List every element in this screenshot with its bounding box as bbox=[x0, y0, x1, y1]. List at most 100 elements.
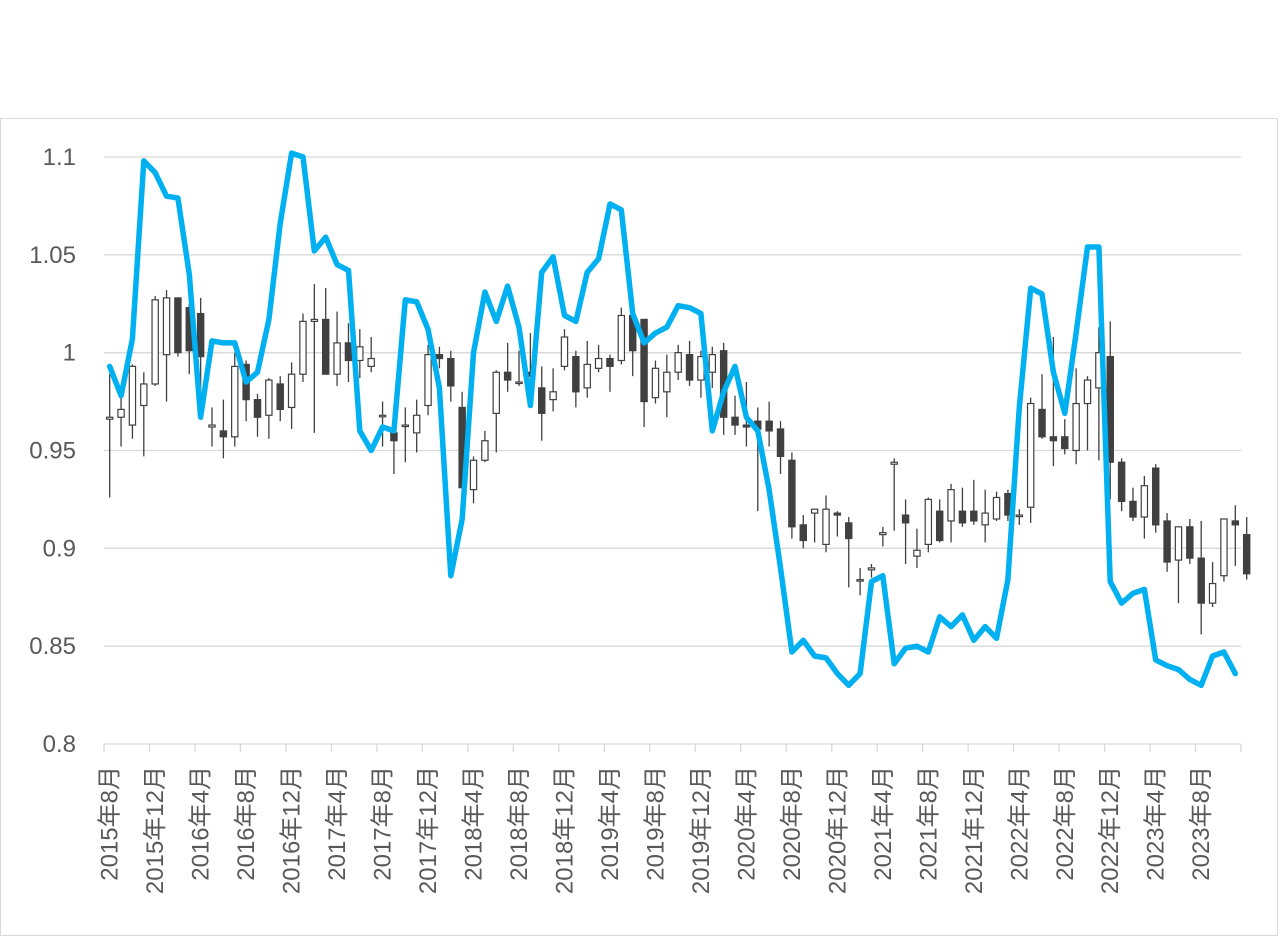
x-tick-label: 2016年8月 bbox=[233, 766, 260, 881]
candle bbox=[810, 508, 819, 543]
y-tick-label: 0.95 bbox=[29, 438, 76, 465]
candle-body bbox=[390, 432, 398, 442]
x-tick-label: 2017年8月 bbox=[370, 766, 397, 881]
candle-body bbox=[151, 299, 159, 385]
candle-body bbox=[265, 379, 273, 416]
candle-body bbox=[924, 498, 933, 546]
x-tick-label: 2020年4月 bbox=[733, 766, 760, 881]
candle-body bbox=[1049, 436, 1058, 442]
candle-body bbox=[1186, 526, 1194, 559]
candle-body bbox=[970, 510, 978, 522]
candle bbox=[1186, 518, 1194, 564]
candle-body bbox=[947, 489, 955, 522]
candle-body bbox=[321, 318, 330, 375]
candle-body bbox=[1163, 520, 1171, 563]
candle-body bbox=[424, 354, 432, 407]
candle bbox=[924, 497, 933, 553]
x-tick-label: 2022年8月 bbox=[1052, 766, 1079, 881]
candle bbox=[754, 407, 762, 512]
chart-frame bbox=[0, 118, 1278, 936]
candle bbox=[1197, 520, 1205, 635]
candle bbox=[378, 401, 387, 447]
candle bbox=[151, 295, 159, 386]
candle bbox=[219, 399, 228, 459]
candle-body bbox=[1038, 408, 1046, 438]
candle-body bbox=[276, 383, 284, 411]
candle bbox=[935, 499, 944, 543]
candle bbox=[583, 340, 591, 398]
candle-body bbox=[1129, 500, 1137, 518]
candle bbox=[981, 489, 989, 543]
candle bbox=[788, 452, 796, 539]
candle bbox=[1242, 517, 1251, 580]
x-axis-tick-labels: 2015年8月 2015年12月 2016年4月 2016年8月 2016年12月 201… bbox=[97, 766, 1216, 894]
candle-body bbox=[253, 399, 262, 418]
candle bbox=[958, 487, 967, 527]
x-axis bbox=[103, 743, 1242, 752]
candle bbox=[174, 297, 182, 357]
candle bbox=[1174, 526, 1183, 604]
candle bbox=[913, 528, 921, 568]
x-tick-label: 2016年4月 bbox=[188, 766, 215, 881]
candle bbox=[1151, 464, 1160, 533]
candle bbox=[310, 284, 319, 433]
candle-body bbox=[560, 336, 569, 367]
candle-body bbox=[1140, 485, 1149, 518]
x-tick-label: 2016年12月 bbox=[279, 766, 306, 894]
candle bbox=[1231, 505, 1240, 566]
x-tick-label: 2022年12月 bbox=[1097, 766, 1124, 894]
candle-body bbox=[674, 352, 682, 373]
candle-body bbox=[640, 318, 648, 403]
x-tick-label: 2015年8月 bbox=[97, 766, 124, 881]
candle-body bbox=[1061, 436, 1069, 450]
candle-body bbox=[856, 579, 864, 582]
candle bbox=[640, 318, 648, 428]
y-tick-label: 0.9 bbox=[43, 535, 76, 562]
x-tick-label: 2017年4月 bbox=[324, 766, 351, 881]
candle bbox=[572, 350, 580, 408]
candle-body bbox=[105, 416, 114, 420]
candle-body bbox=[583, 363, 591, 389]
candle-body bbox=[799, 524, 807, 542]
candle bbox=[833, 511, 842, 537]
candle-body bbox=[128, 365, 137, 426]
x-tick-label: 2021年12月 bbox=[961, 766, 988, 894]
candle bbox=[651, 360, 660, 404]
candle bbox=[1038, 374, 1046, 439]
candle bbox=[128, 364, 137, 439]
candle bbox=[822, 495, 830, 553]
candle bbox=[799, 515, 807, 549]
x-tick-label: 2022年4月 bbox=[1006, 766, 1033, 881]
candle bbox=[208, 407, 216, 447]
line-series bbox=[106, 150, 1239, 689]
candle-body bbox=[1151, 467, 1160, 526]
candle-body bbox=[822, 508, 830, 546]
candle-body bbox=[617, 314, 626, 362]
candle-body bbox=[333, 342, 341, 375]
candle-body bbox=[708, 354, 717, 373]
candle-body bbox=[1015, 514, 1024, 518]
candle bbox=[1015, 509, 1024, 525]
x-tick-label: 2021年8月 bbox=[915, 766, 942, 881]
candle-body bbox=[208, 424, 216, 428]
candle-body bbox=[594, 357, 603, 369]
candle bbox=[435, 346, 444, 369]
candle bbox=[947, 483, 955, 543]
candle bbox=[231, 352, 239, 447]
candle bbox=[731, 395, 739, 435]
candle-body bbox=[731, 416, 739, 426]
candle-body bbox=[606, 357, 614, 367]
candle-body bbox=[310, 318, 319, 322]
y-axis-tick-labels: 0.8 0.85 0.9 0.95 1 1.05 1.1 bbox=[29, 144, 76, 758]
candle bbox=[287, 362, 296, 429]
candle-body bbox=[492, 371, 500, 414]
candle-body bbox=[1231, 520, 1240, 526]
candle bbox=[162, 290, 171, 402]
candle bbox=[685, 340, 694, 386]
candle bbox=[140, 372, 148, 457]
candle-body bbox=[378, 414, 387, 418]
candle-body bbox=[788, 459, 796, 528]
candle-body bbox=[367, 357, 375, 367]
candle-body bbox=[1026, 402, 1035, 508]
candle-body bbox=[503, 371, 512, 381]
